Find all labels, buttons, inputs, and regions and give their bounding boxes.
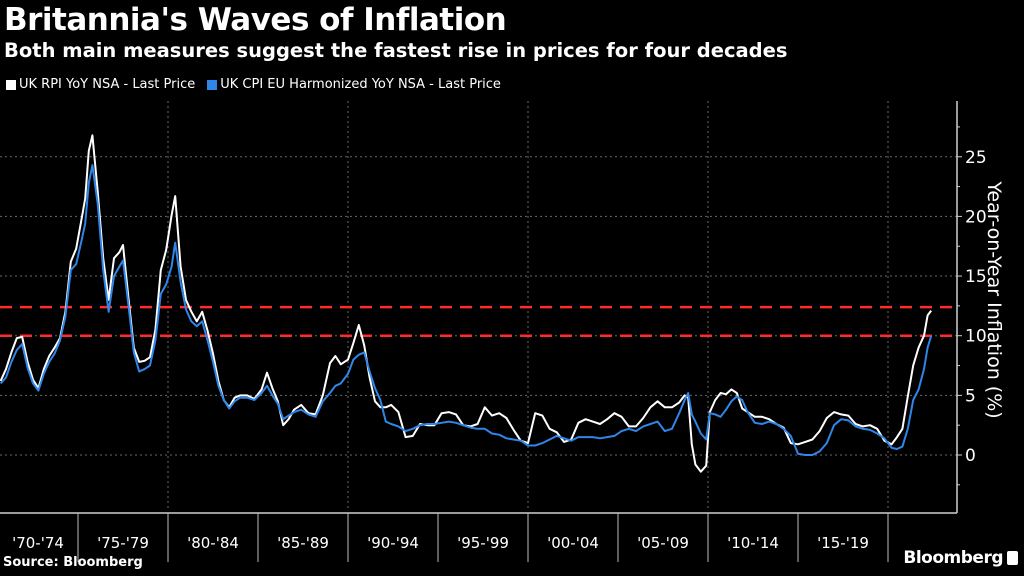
bloomberg-logo: Bloomberg xyxy=(903,548,1018,568)
x-tick-label: '15-'19 xyxy=(817,534,869,552)
series-lines xyxy=(0,134,933,473)
x-tick-label: '90-'94 xyxy=(367,534,419,552)
legend-item-rpi[interactable]: UK RPI YoY NSA - Last Price xyxy=(6,77,195,92)
legend-swatch-rpi xyxy=(6,79,16,90)
y-axis-title: Year-on-Year Inflation (%) xyxy=(983,180,1005,418)
y-axis: 0 5 10 15 20 25 xyxy=(956,101,987,513)
y-tick-label: 5 xyxy=(965,386,976,406)
series-line-cpi xyxy=(0,164,933,456)
chart-title: Britannia's Waves of Inflation xyxy=(4,2,507,38)
legend-item-cpi[interactable]: UK CPI EU Harmonized YoY NSA - Last Pric… xyxy=(207,77,501,92)
bloomberg-terminal-icon xyxy=(1007,551,1018,565)
y-tick-label: 0 xyxy=(965,446,976,466)
legend: UK RPI YoY NSA - Last Price UK CPI EU Ha… xyxy=(6,77,501,92)
y-tick-label: 15 xyxy=(965,267,987,287)
legend-label-cpi: UK CPI EU Harmonized YoY NSA - Last Pric… xyxy=(220,77,501,92)
x-tick-label: '80-'84 xyxy=(187,534,239,552)
series-line-rpi xyxy=(0,134,932,473)
legend-swatch-cpi xyxy=(207,79,218,90)
source-note: Source: Bloomberg xyxy=(3,555,143,570)
y-tick-label: 25 xyxy=(965,148,987,168)
gridlines xyxy=(0,101,957,510)
reference-lines xyxy=(0,305,954,337)
legend-label-rpi: UK RPI YoY NSA - Last Price xyxy=(19,77,196,92)
x-tick-label: '00-'04 xyxy=(547,534,599,552)
x-tick-label: '75-'79 xyxy=(97,534,149,552)
x-tick-label: '05-'09 xyxy=(637,534,689,552)
y-tick-label: 10 xyxy=(965,327,987,347)
x-axis: '70-'74 '75-'79 '80-'84 '85-'89 '90-'94 '95-'… xyxy=(0,512,957,562)
chart-subtitle: Both main measures suggest the fastest r… xyxy=(4,39,788,62)
x-tick-label: '85-'89 xyxy=(277,534,329,552)
x-tick-label: '70-'74 xyxy=(12,534,64,552)
x-tick-label: '95-'99 xyxy=(457,534,509,552)
y-tick-label: 20 xyxy=(965,207,987,227)
brand-name: Bloomberg xyxy=(903,548,1003,568)
x-tick-label: '10-'14 xyxy=(727,534,779,552)
